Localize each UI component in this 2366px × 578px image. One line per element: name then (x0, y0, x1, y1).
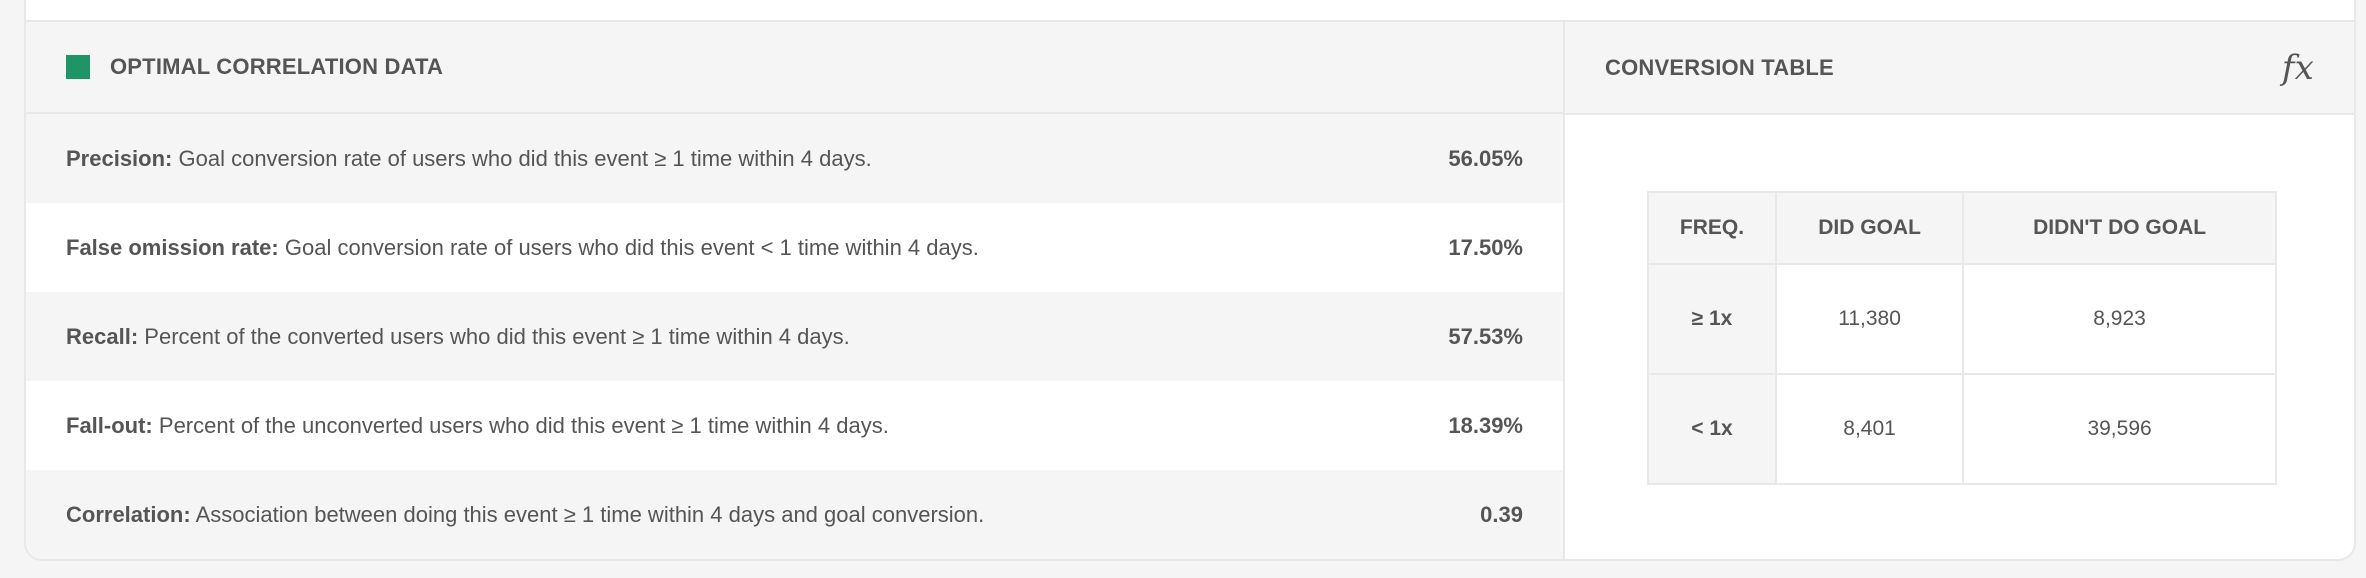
metric-label: False omission rate: (66, 234, 279, 260)
didnt-do-goal-cell: 8,923 (1962, 263, 2277, 375)
conversion-title: CONVERSION TABLE (1605, 54, 1834, 80)
metric-text: Percent of the unconverted users who did… (158, 412, 889, 438)
conversion-panel: CONVERSION TABLE fx FREQ. DID GOAL DIDN'… (1565, 22, 2354, 559)
freq-cell: ≥ 1x (1647, 263, 1777, 375)
correlation-title: OPTIMAL CORRELATION DATA (110, 54, 444, 79)
fx-formula-icon[interactable]: fx (2281, 47, 2314, 88)
metric-value: 0.39 (1480, 501, 1523, 527)
metric-value: 57.53% (1448, 323, 1523, 349)
freq-cell: < 1x (1647, 373, 1777, 485)
metric-description: Fall-out: Percent of the unconverted use… (66, 413, 1448, 439)
metric-label: Precision: (66, 145, 173, 171)
metric-row: Fall-out: Percent of the unconverted use… (26, 381, 1563, 470)
header-didnt-do-goal: DIDN'T DO GOAL (1962, 191, 2277, 265)
conversion-table: FREQ. DID GOAL DIDN'T DO GOAL ≥ 1x 11,38… (1647, 191, 2277, 485)
table-header-row: FREQ. DID GOAL DIDN'T DO GOAL (1647, 191, 2277, 265)
metric-label: Recall: (66, 323, 139, 349)
metric-value: 17.50% (1448, 234, 1523, 260)
metric-value: 56.05% (1448, 145, 1523, 171)
legend-square-icon (66, 55, 90, 79)
did-goal-cell: 8,401 (1774, 373, 1965, 485)
metric-value: 18.39% (1448, 412, 1523, 438)
correlation-card: OPTIMAL CORRELATION DATA Precision: Goal… (24, 20, 2356, 561)
metric-description: Precision: Goal conversion rate of users… (66, 146, 1448, 172)
previous-card (24, 0, 2356, 21)
metric-description: Recall: Percent of the converted users w… (66, 324, 1448, 350)
correlation-panel: OPTIMAL CORRELATION DATA Precision: Goal… (26, 22, 1565, 559)
metric-row: False omission rate: Goal conversion rat… (26, 203, 1563, 292)
metric-description: False omission rate: Goal conversion rat… (66, 235, 1448, 261)
metric-row: Correlation: Association between doing t… (26, 470, 1563, 559)
metric-text: Goal conversion rate of users who did th… (178, 145, 872, 171)
metric-label: Correlation: (66, 501, 191, 527)
metric-text: Association between doing this event ≥ 1… (195, 501, 985, 527)
metric-label: Fall-out: (66, 412, 153, 438)
metric-row: Recall: Percent of the converted users w… (26, 292, 1563, 381)
header-freq: FREQ. (1647, 191, 1777, 265)
metric-text: Percent of the converted users who did t… (144, 323, 850, 349)
metric-description: Correlation: Association between doing t… (66, 502, 1480, 528)
table-row: ≥ 1x 11,380 8,923 (1647, 263, 2277, 375)
metric-row: Precision: Goal conversion rate of users… (26, 114, 1563, 203)
conversion-header: CONVERSION TABLE fx (1565, 22, 2354, 115)
metric-text: Goal conversion rate of users who did th… (284, 234, 979, 260)
header-did-goal: DID GOAL (1774, 191, 1965, 265)
correlation-header: OPTIMAL CORRELATION DATA (26, 22, 1563, 114)
did-goal-cell: 11,380 (1774, 263, 1965, 375)
didnt-do-goal-cell: 39,596 (1962, 373, 2277, 485)
table-row: < 1x 8,401 39,596 (1647, 373, 2277, 485)
